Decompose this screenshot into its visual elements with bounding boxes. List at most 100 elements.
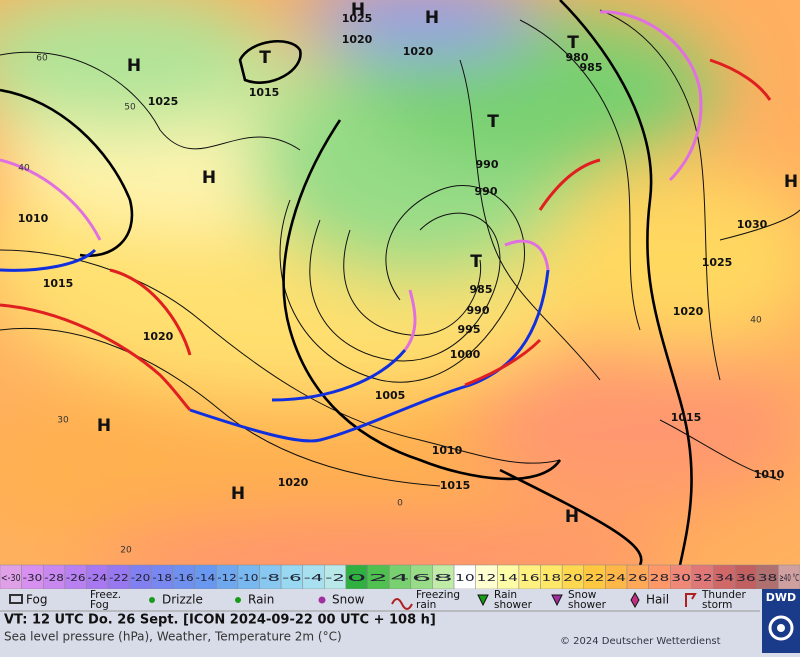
isobar-label: 1010 [18, 212, 49, 225]
logo-text: DWD [766, 591, 796, 604]
scale-label: 20 [563, 573, 583, 584]
legend-label: Hail [646, 593, 669, 607]
pressure-center: H [351, 0, 365, 20]
scale-label: -26 [66, 573, 86, 584]
scale-label: 12 [477, 573, 497, 584]
legend-label: Freez. [90, 589, 121, 601]
isobar-label: 1025 [148, 95, 179, 108]
isobar-label: 980 [566, 51, 589, 64]
legend-label: shower [568, 599, 607, 611]
scale-label: -4 [304, 573, 324, 584]
valid-time: VT: 12 UTC Do. 26 Sept. [ICON 2024-09-22… [4, 613, 436, 628]
isobar-label: 995 [458, 323, 481, 336]
scale-label: 30 [671, 573, 691, 584]
isobar-label: 1020 [143, 330, 174, 343]
isobar-label: 1010 [432, 444, 463, 457]
isobar-label: 1000 [450, 348, 481, 361]
legend-icon [630, 591, 640, 609]
scale-label: 18 [542, 573, 562, 584]
legend-label: Snow [568, 589, 597, 601]
scale-label: 10 [455, 573, 475, 584]
scale-label: 32 [693, 573, 713, 584]
scale-label: 6 [412, 573, 432, 584]
legend-icon [235, 597, 241, 603]
pressure-center: H [202, 168, 216, 188]
legend-label: storm [702, 599, 732, 611]
scale-label: -30 [23, 573, 43, 584]
legend-icon [685, 593, 697, 607]
scale-label: -6 [282, 573, 302, 584]
isobar-label: 1005 [375, 389, 406, 402]
legend-label: rain [416, 599, 436, 611]
isobar-label: 990 [475, 185, 498, 198]
scale-label: 0 [347, 573, 367, 584]
pressure-center: T [259, 48, 271, 68]
legend-label: Snow [332, 593, 365, 607]
isobar-label: 1015 [43, 277, 74, 290]
temperature-field [0, 0, 800, 600]
scale-label: <-30 [1, 573, 21, 584]
graticule-label: 50 [124, 103, 136, 113]
scale-label: 26 [628, 573, 648, 584]
isobar-label: 1020 [673, 305, 704, 318]
legend-icon [391, 598, 413, 610]
isobar-label: 1015 [440, 479, 471, 492]
pressure-center: T [487, 112, 499, 132]
legend-label: Thunder [701, 589, 747, 601]
scale-label: -22 [109, 573, 129, 584]
scale-label: 4 [390, 573, 410, 584]
pressure-center: H [127, 56, 141, 76]
pressure-center: H [565, 507, 579, 527]
scale-label: 24 [606, 573, 626, 584]
graticule-label: 0 [397, 499, 403, 509]
legend-label: Fog [90, 599, 109, 611]
isobars [0, 0, 800, 566]
legend-label: Fog [26, 593, 47, 607]
fronts [0, 10, 772, 443]
isobar-label: 1025 [702, 256, 733, 269]
copyright: © 2024 Deutscher Wetterdienst [560, 636, 721, 647]
scale-label: 22 [585, 573, 605, 584]
legend-icon [551, 594, 563, 607]
scale-label: -16 [174, 573, 194, 584]
isobar-label: 990 [467, 304, 490, 317]
legend-label: Freezing [416, 589, 460, 601]
scale-label: -20 [131, 573, 151, 584]
isobar-label: 985 [580, 61, 603, 74]
scale-label: -14 [196, 573, 216, 584]
map-labels: 1025 1015 1025 1020 1020 980 985 990 990… [18, 0, 798, 556]
graticule-label: 20 [120, 546, 132, 556]
scale-label: 14 [498, 573, 518, 584]
legend-icon [477, 594, 489, 607]
description: Sea level pressure (hPa), Weather, Tempe… [4, 630, 342, 644]
scale-label: 8 [433, 573, 453, 584]
isobar-label: 1020 [403, 45, 434, 58]
isobar-label: 1010 [754, 468, 785, 481]
isobar-label: 990 [476, 158, 499, 171]
pressure-center: H [231, 484, 245, 504]
legend-icon [149, 597, 155, 603]
legend-icon [318, 596, 326, 604]
scale-label: -24 [87, 573, 107, 584]
legend-label: Rain [494, 589, 517, 601]
legend-label: Rain [248, 593, 274, 607]
scale-label: 34 [715, 573, 735, 584]
isobar-label: 1020 [342, 33, 373, 46]
scale-label: -10 [239, 573, 259, 584]
isobar-label: 1020 [278, 476, 309, 489]
isobar-label: 1015 [671, 411, 702, 424]
logo-swirl [768, 615, 794, 641]
logo-box [762, 589, 800, 653]
scale-label: 38 [758, 573, 778, 584]
logo-swirl [777, 624, 785, 632]
isobar-label: 1030 [737, 218, 768, 231]
scale-label: 16 [520, 573, 540, 584]
pressure-center: T [567, 33, 579, 53]
pressure-center: T [470, 252, 482, 272]
graticule-label: 40 [18, 164, 30, 174]
scale-label: 2 [369, 573, 389, 584]
legend-label: Drizzle [162, 593, 203, 607]
graticule-label: 40 [750, 316, 762, 326]
scale-label: -18 [152, 573, 172, 584]
